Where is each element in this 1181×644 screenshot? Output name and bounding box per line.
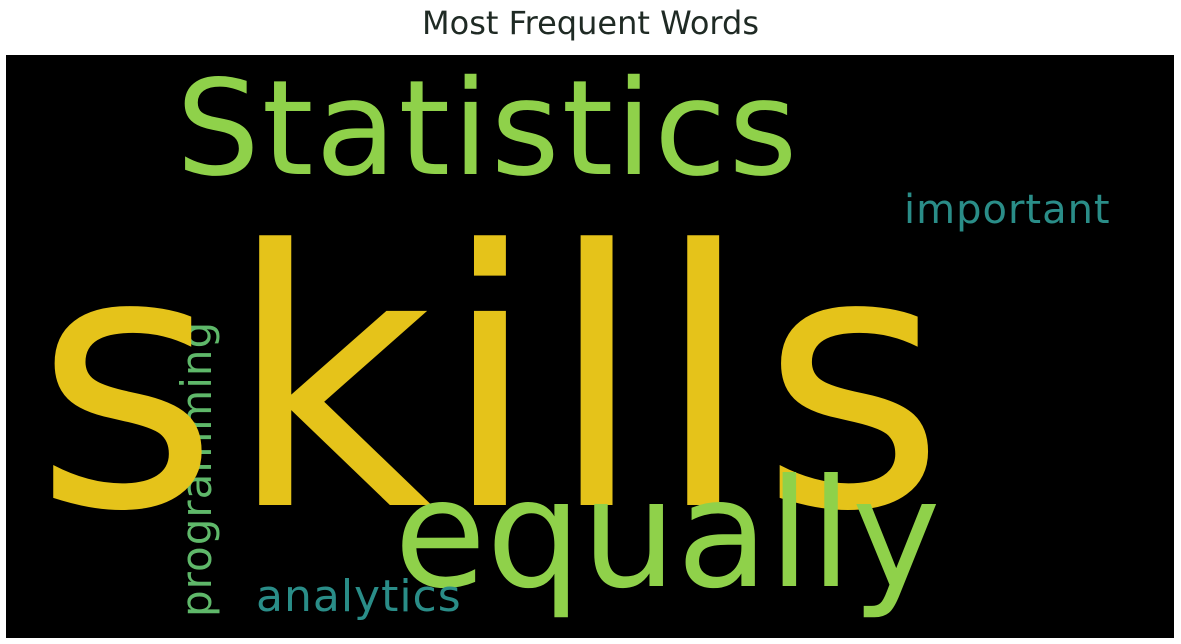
figure-title: Most Frequent Words bbox=[422, 4, 759, 42]
word-statistics: Statistics bbox=[176, 55, 800, 206]
word-equally: equally bbox=[394, 448, 941, 622]
word-skills: skills bbox=[34, 175, 954, 589]
wordcloud-canvas: Statistics important programming skills … bbox=[6, 55, 1174, 638]
word-analytics: analytics bbox=[256, 571, 462, 622]
word-important: important bbox=[904, 187, 1111, 233]
